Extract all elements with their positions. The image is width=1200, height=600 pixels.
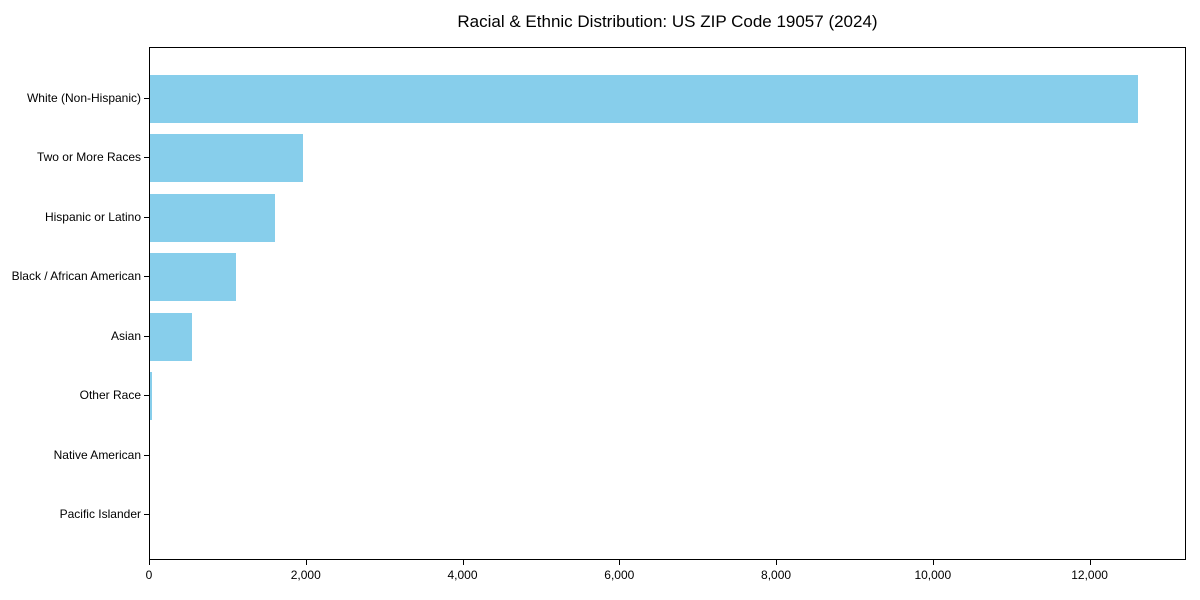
x-tick-label-8-000: 8,000	[761, 568, 792, 582]
x-tick-mark	[305, 560, 307, 565]
y-tick-mark	[144, 216, 149, 218]
x-tick-mark	[462, 560, 464, 565]
y-tick-label-hispanic-or-latino: Hispanic or Latino	[44, 209, 141, 224]
x-tick-label-2-000: 2,000	[290, 568, 321, 582]
plot-area	[149, 47, 1186, 560]
y-tick-label-other-race: Other Race	[79, 388, 141, 403]
y-tick-label-native-american: Native American	[53, 447, 141, 462]
y-tick-mark	[144, 335, 149, 337]
x-tick-mark	[776, 560, 778, 565]
y-tick-mark	[144, 514, 149, 516]
bar-asian	[150, 312, 192, 361]
x-tick-label-4-000: 4,000	[447, 568, 478, 582]
x-tick-mark	[1089, 560, 1091, 565]
y-tick-label-two-or-more-races: Two or More Races	[36, 150, 141, 165]
y-tick-mark	[144, 97, 149, 99]
x-tick-label-6-000: 6,000	[604, 568, 635, 582]
x-tick-label-12-000: 12,000	[1071, 568, 1108, 582]
chart-title: Racial & Ethnic Distribution: US ZIP Cod…	[457, 12, 878, 31]
y-tick-label-asian: Asian	[110, 328, 141, 343]
bar-white-non-hispanic	[150, 74, 1138, 123]
y-tick-label-pacific-islander: Pacific Islander	[59, 507, 141, 522]
x-tick-mark	[149, 560, 150, 565]
bar-hispanic-or-latino	[150, 193, 276, 242]
bar-other-race	[150, 372, 153, 421]
x-tick-label-10-000: 10,000	[914, 568, 952, 582]
x-tick-label-0: 0	[145, 568, 153, 582]
y-tick-mark	[144, 395, 149, 397]
y-tick-label-black-african-american: Black / African American	[11, 269, 141, 284]
x-tick-mark	[932, 560, 934, 565]
y-tick-label-white-non-hispanic: White (Non-Hispanic)	[26, 90, 141, 105]
x-tick-mark	[619, 560, 621, 565]
bar-black-african-american	[150, 253, 237, 302]
y-tick-mark	[144, 454, 149, 456]
y-tick-mark	[144, 276, 149, 278]
bar-two-or-more-races	[150, 134, 303, 183]
y-tick-mark	[144, 157, 149, 159]
